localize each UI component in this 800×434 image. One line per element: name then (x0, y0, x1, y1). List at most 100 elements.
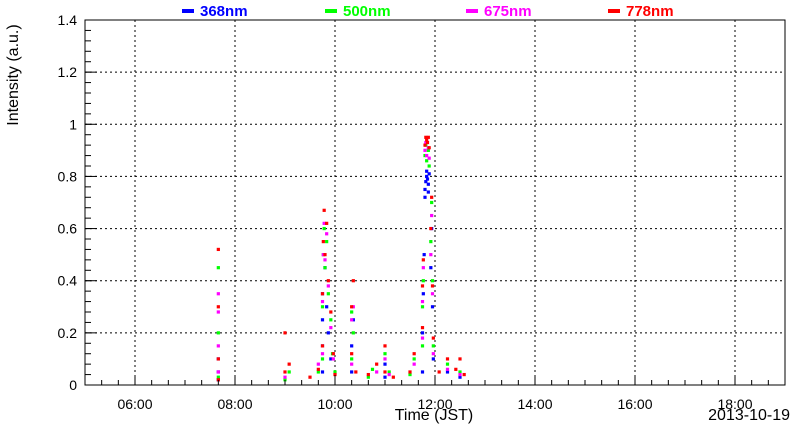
data-point (216, 370, 220, 374)
data-point (430, 284, 435, 288)
legend-swatch (182, 9, 194, 13)
data-point (445, 370, 450, 374)
data-point (316, 367, 320, 371)
data-point (354, 370, 358, 374)
data-point (322, 208, 326, 212)
data-point (350, 357, 354, 361)
y-tick-label: 1.4 (58, 12, 78, 28)
data-point (383, 352, 387, 356)
data-point (216, 310, 220, 314)
data-point (423, 195, 427, 199)
data-point (445, 362, 450, 366)
data-point (350, 370, 354, 374)
data-point (326, 331, 330, 335)
data-point (366, 375, 370, 379)
data-point (325, 232, 329, 236)
legend-swatch (608, 9, 620, 13)
data-point (423, 148, 427, 152)
data-point (445, 367, 450, 371)
data-point (322, 221, 326, 225)
data-point (408, 370, 412, 374)
data-point (423, 187, 427, 192)
data-point (316, 362, 320, 366)
data-point (458, 357, 462, 361)
data-point (321, 240, 325, 244)
data-point (375, 362, 379, 366)
legend: 368nm 500nm 675nm 778nm (182, 3, 674, 20)
data-point (424, 180, 428, 184)
data-point (329, 318, 333, 322)
x-tick-label: 18:00 (717, 396, 752, 412)
data-point (425, 153, 429, 158)
x-axis-title: Time (JST) (395, 407, 474, 424)
legend-label: 778nm (626, 3, 674, 20)
y-tick-label: 0 (69, 377, 77, 393)
data-point (421, 258, 425, 262)
data-point (458, 372, 462, 377)
data-point (321, 253, 325, 257)
y-axis-title: Intensity (a.u.) (5, 24, 22, 125)
x-tick-label: 10:00 (317, 396, 352, 412)
data-point (427, 156, 431, 160)
y-tick-label: 0.6 (58, 221, 78, 237)
data-point (216, 357, 220, 361)
data-point (383, 344, 387, 348)
data-point (420, 305, 425, 309)
data-point (421, 292, 425, 296)
data-point (421, 279, 425, 283)
data-point (420, 326, 425, 330)
data-point (333, 370, 337, 374)
data-point (431, 352, 435, 356)
data-point (370, 367, 375, 371)
data-point (329, 326, 333, 330)
data-point (323, 253, 327, 257)
data-point (426, 190, 430, 194)
data-point (383, 357, 387, 361)
axes: 06:00 08:00 10:00 12:00 14:00 16:00 18:00 0 0.2 0… (58, 12, 786, 412)
data-point (412, 357, 416, 361)
data-point (445, 357, 450, 361)
data-points (216, 135, 466, 382)
data-point (423, 143, 427, 147)
data-point (216, 266, 220, 270)
data-point (458, 375, 462, 379)
data-point (426, 182, 430, 186)
data-point (424, 140, 428, 145)
data-point (216, 378, 220, 382)
data-point (320, 292, 325, 296)
data-point (351, 318, 355, 322)
data-point (350, 362, 354, 366)
data-point (430, 305, 435, 309)
data-point (391, 375, 395, 379)
data-point (425, 159, 429, 163)
data-point (325, 221, 329, 225)
data-point (320, 370, 325, 374)
data-point (431, 344, 435, 348)
data-point (425, 140, 430, 145)
data-point (427, 164, 431, 168)
data-point (323, 258, 327, 262)
data-point (383, 362, 387, 366)
data-point (383, 375, 387, 379)
data-point (320, 305, 325, 309)
data-point (462, 372, 466, 377)
data-point (216, 375, 220, 379)
data-point (329, 310, 333, 314)
data-point (351, 279, 355, 283)
data-point (420, 336, 425, 340)
data-point (412, 362, 416, 366)
data-point (283, 375, 287, 379)
data-point (408, 372, 412, 377)
data-point (426, 148, 430, 152)
data-point (375, 370, 379, 374)
data-point (427, 172, 431, 176)
y-tick-label: 0.8 (58, 168, 78, 184)
data-point (431, 357, 435, 361)
data-point (287, 362, 291, 366)
data-point (425, 169, 429, 173)
data-point (326, 292, 330, 296)
data-point (333, 372, 337, 377)
data-point (350, 310, 354, 314)
data-point (430, 213, 434, 218)
